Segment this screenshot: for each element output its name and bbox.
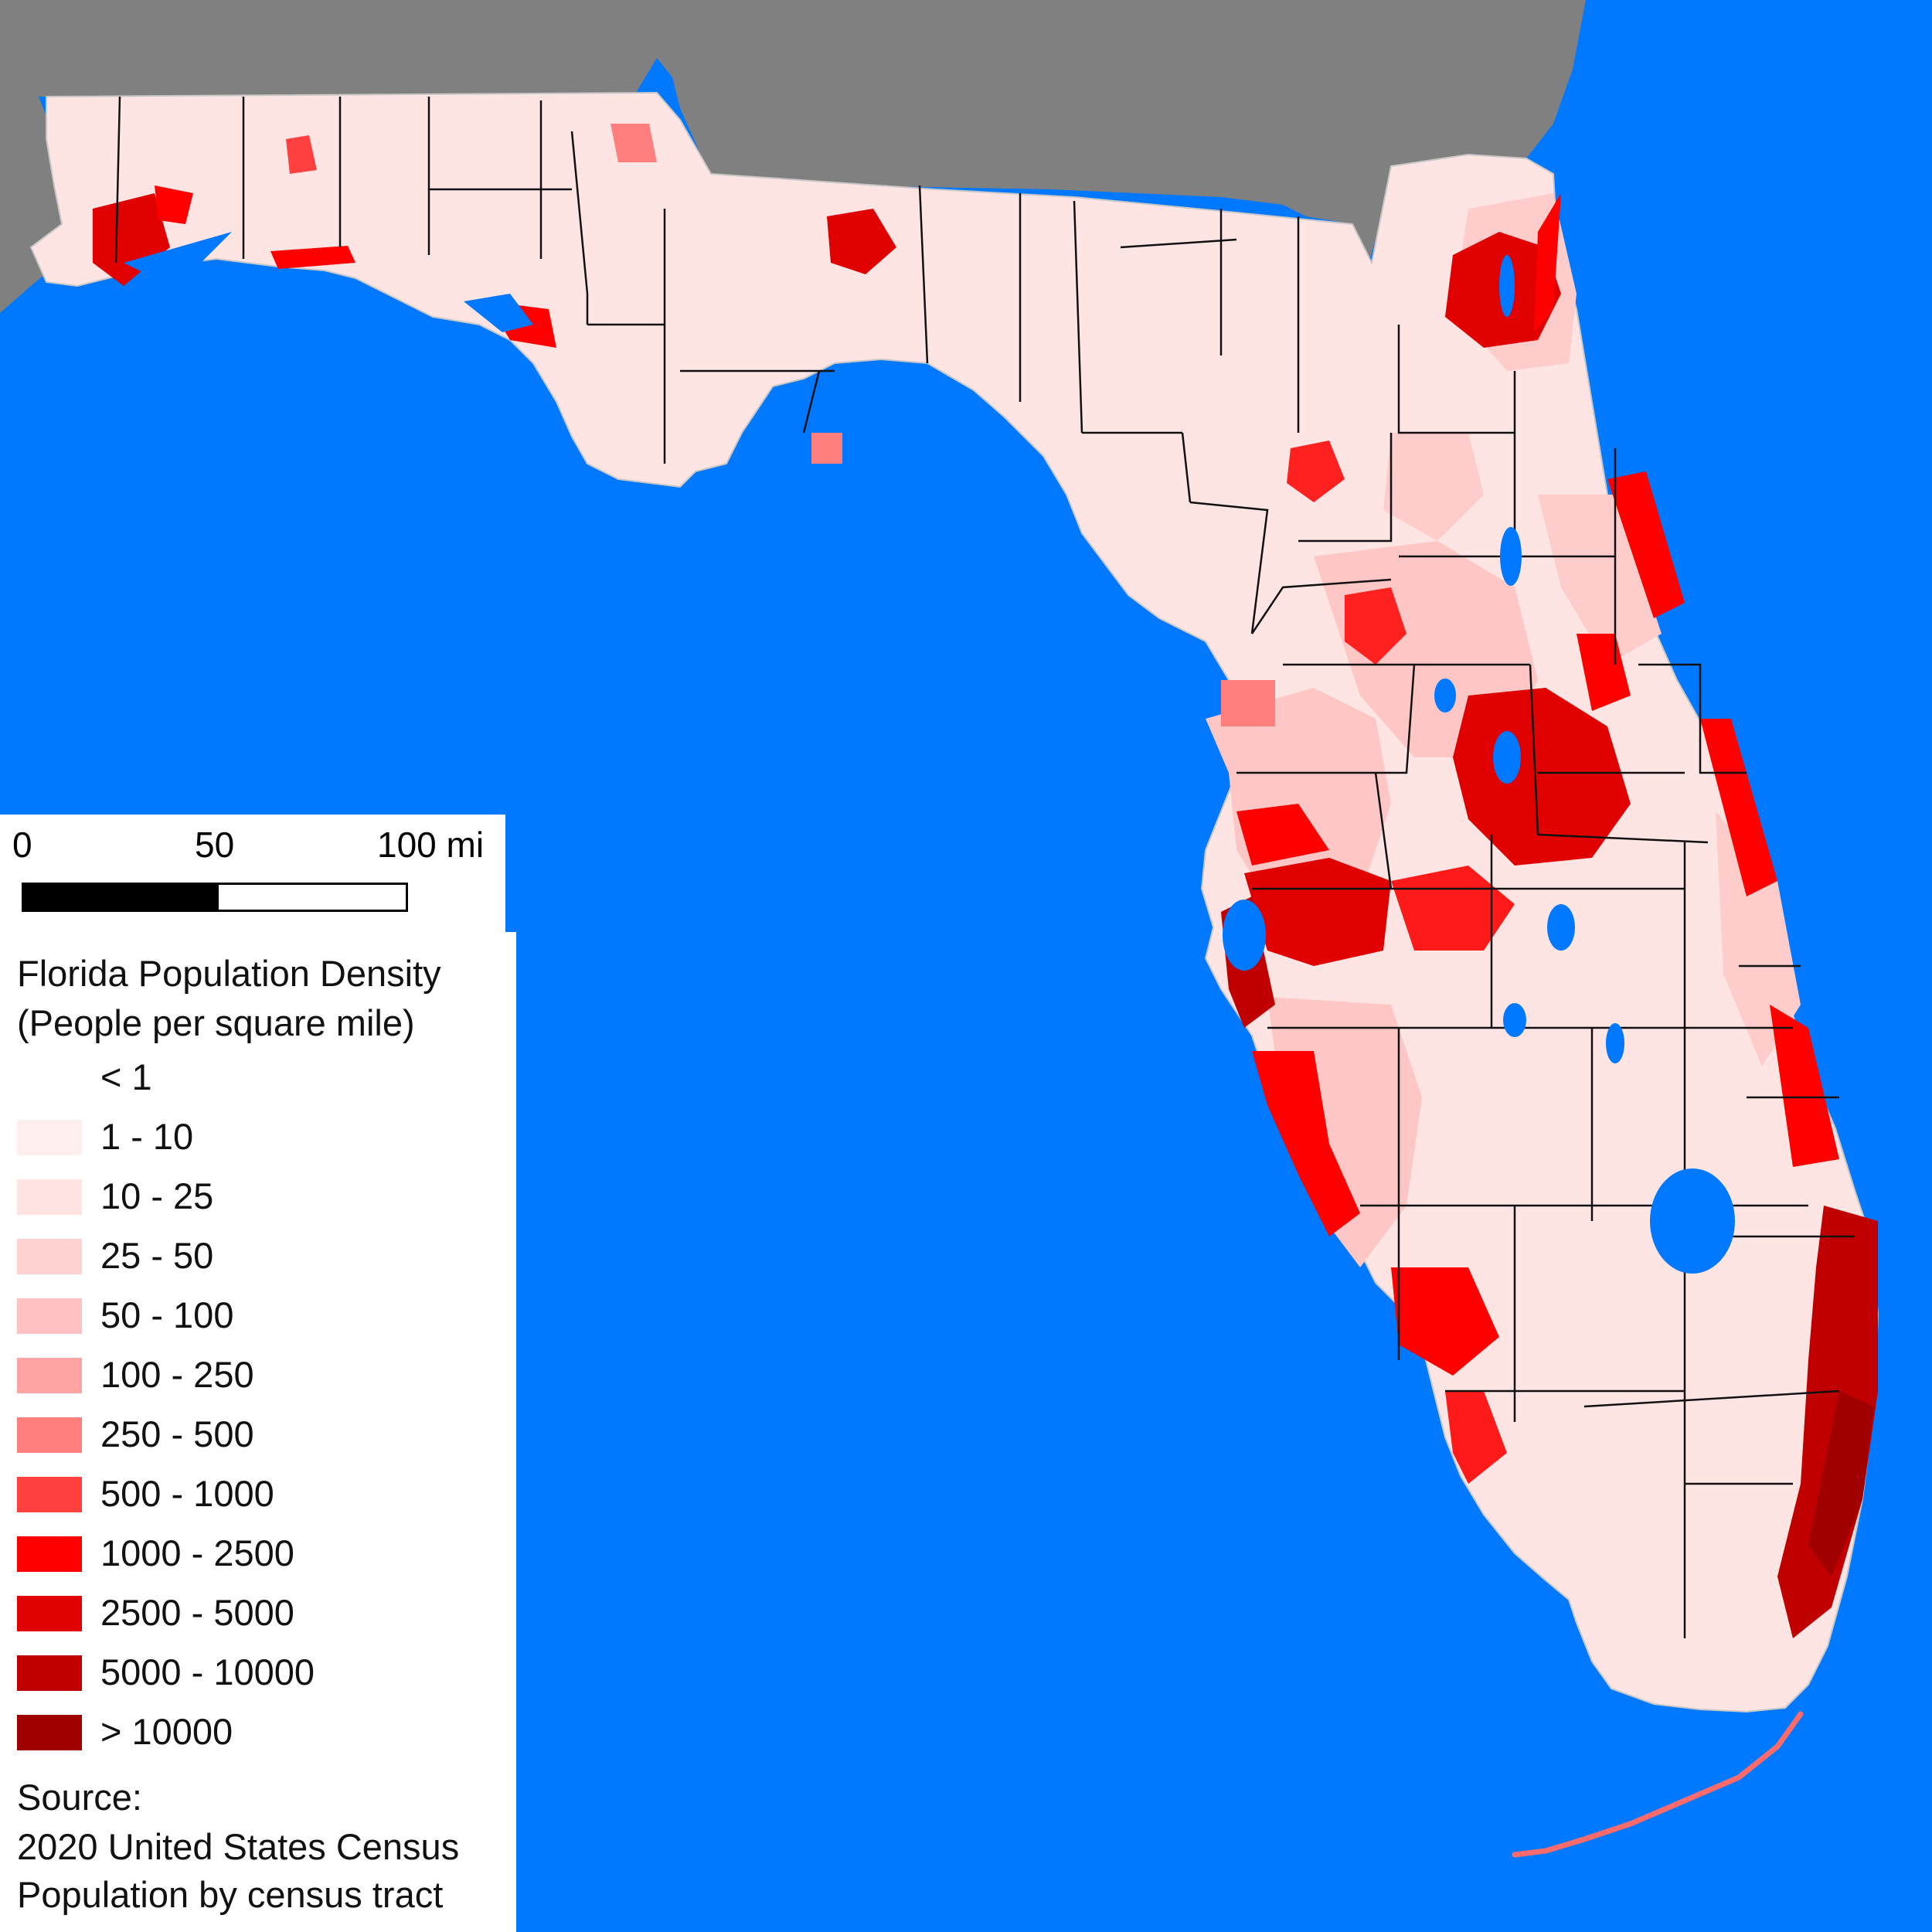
legend-swatch [17, 1239, 82, 1274]
legend-class-label: 50 - 100 [100, 1294, 234, 1335]
legend-title: Florida Population Density [17, 953, 441, 994]
scale-bar-white [216, 883, 408, 912]
lakes [1223, 255, 1735, 1274]
legend-class-label: 25 - 50 [100, 1235, 214, 1276]
legend-swatch [17, 1298, 82, 1334]
legend-class-label: < 1 [100, 1056, 152, 1097]
legend-swatch [17, 1536, 82, 1572]
scale-label-0: 0 [12, 825, 32, 865]
legend-class-row: 25 - 50 [17, 1235, 496, 1276]
legend-class-row: 250 - 500 [17, 1413, 496, 1454]
legend-class-row: > 10000 [17, 1711, 496, 1752]
legend-swatch [17, 1060, 82, 1096]
legend-class-label: 100 - 250 [100, 1354, 254, 1395]
legend-class-row: 2500 - 5000 [17, 1592, 496, 1633]
scale-panel [0, 815, 505, 932]
legend-class-row: 50 - 100 [17, 1294, 496, 1335]
legend-class-row: 5000 - 10000 [17, 1651, 496, 1692]
legend-class-row: 1000 - 2500 [17, 1532, 496, 1573]
scale-label-100: 100 mi [377, 825, 485, 865]
legend-swatch [17, 1417, 82, 1453]
legend-subtitle: (People per square mile) [17, 1002, 415, 1043]
bays [124, 232, 533, 332]
source-label: Source: [17, 1777, 142, 1818]
legend-swatch [17, 1477, 82, 1512]
legend-swatch [17, 1120, 82, 1155]
source-tract: Population by census tract [17, 1874, 444, 1915]
legend-swatch [17, 1655, 82, 1691]
legend-class-label: 2500 - 5000 [100, 1592, 294, 1633]
legend-class-label: 10 - 25 [100, 1175, 214, 1216]
legend-swatch [17, 1596, 82, 1631]
legend-swatch [17, 1358, 82, 1393]
scale-label-50: 50 [195, 825, 235, 865]
scale-bar-black [22, 883, 218, 912]
legend-class-row: 1 - 10 [17, 1116, 496, 1157]
legend-panel [0, 932, 516, 1932]
legend-class-label: > 10000 [100, 1711, 233, 1752]
legend-swatch [17, 1179, 82, 1215]
legend-class-row: 500 - 1000 [17, 1473, 496, 1514]
legend-class-label: 5000 - 10000 [100, 1651, 315, 1692]
florida-keys [1512, 1711, 1804, 1858]
legend-class-row: < 1 [17, 1056, 496, 1097]
legend-class-label: 250 - 500 [100, 1413, 254, 1454]
legend-class-row: 100 - 250 [17, 1354, 496, 1395]
legend-class-row: 10 - 25 [17, 1175, 496, 1216]
legend-class-label: 1000 - 2500 [100, 1532, 294, 1573]
source-census: 2020 United States Census [17, 1826, 460, 1867]
neighbor-states [0, 0, 1586, 313]
legend-class-label: 1 - 10 [100, 1116, 194, 1157]
legend-swatch [17, 1715, 82, 1750]
legend-class-label: 500 - 1000 [100, 1473, 274, 1514]
density-overlays [93, 124, 1878, 1638]
